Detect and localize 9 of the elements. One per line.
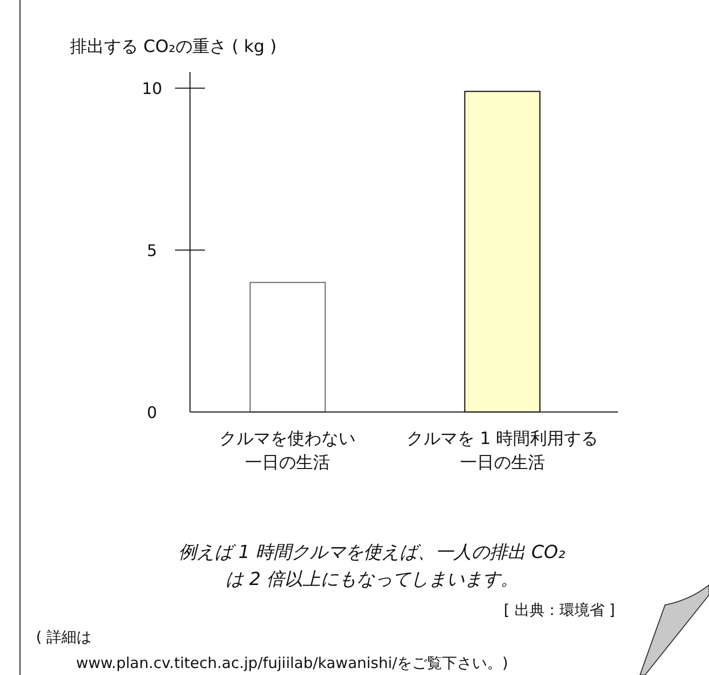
text: ( 詳細は www.plan.cv.titech.ac.jp/fujiilab/kawanishi/をご覧下さい。)	[36, 628, 508, 672]
text: [ 出典：環境省 ]	[504, 601, 615, 619]
y-axis-title: 排出する CO₂の重さ ( kg )	[70, 37, 277, 57]
y-tick-label: 0	[146, 403, 158, 422]
y-tick-label: 5	[146, 241, 158, 260]
x-tick-label: クルマを 1 時間利用する一日の生活	[406, 429, 598, 473]
y-tick-label: 10	[142, 79, 162, 98]
text: 例えば 1 時間クルマを使えば、一人の排出 CO₂ は 2 倍以上にもなってしまいます。	[178, 542, 566, 590]
x-tick-label: クルマを使わない一日の生活	[220, 429, 356, 473]
